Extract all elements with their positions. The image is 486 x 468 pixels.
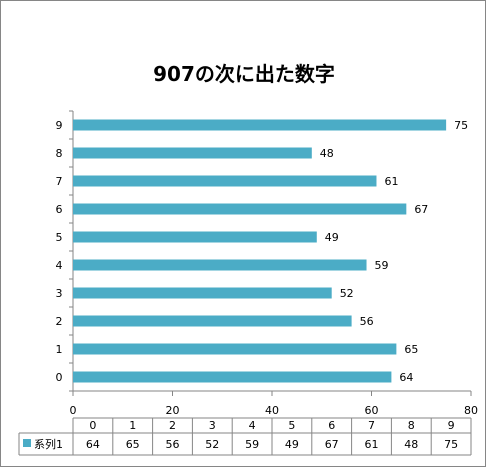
data-label: 59: [375, 259, 389, 272]
table-header-cell: 3: [209, 419, 216, 432]
bar: [73, 119, 447, 131]
y-tick-label: 1: [56, 343, 63, 356]
table-header-cell: 6: [328, 419, 335, 432]
data-label: 61: [384, 175, 398, 188]
x-tick-label: 80: [464, 404, 478, 417]
bar: [73, 203, 407, 215]
table-value-cell: 52: [205, 438, 219, 451]
chart-title: 907の次に出た数字: [153, 62, 335, 86]
table-header-cell: 0: [89, 419, 96, 432]
table-value-cell: 65: [126, 438, 140, 451]
data-label: 67: [414, 203, 428, 216]
y-tick-label: 9: [56, 119, 63, 132]
y-tick-label: 4: [56, 259, 63, 272]
bar: [73, 371, 392, 383]
x-tick-label: 20: [166, 404, 180, 417]
table-value-cell: 75: [444, 438, 458, 451]
chart-bars: 64 65 56 52 59 49 67 61 48 75: [73, 119, 468, 384]
table-value-cell: 67: [325, 438, 339, 451]
table-header-cell: 1: [129, 419, 136, 432]
bar: [73, 315, 352, 327]
bar: [73, 259, 367, 271]
x-tick-label: 40: [265, 404, 279, 417]
table-header-cell: 7: [368, 419, 375, 432]
table-header-cell: 5: [288, 419, 295, 432]
data-label: 48: [320, 147, 334, 160]
data-label: 75: [454, 119, 468, 132]
data-label: 52: [340, 287, 354, 300]
data-table: 0 64 1 65 2 56 3 52 4 59 5 49 6 67 7 61 8 48 9 75 系列1: [18, 417, 472, 456]
table-value-cell: 59: [245, 438, 259, 451]
data-label: 49: [325, 231, 339, 244]
bar: [73, 231, 317, 243]
table-value-cell: 61: [365, 438, 379, 451]
data-label: 64: [399, 371, 413, 384]
y-tick-label: 0: [56, 371, 63, 384]
legend-key: [23, 439, 31, 447]
series-name: 系列1: [34, 437, 63, 451]
y-tick-label: 7: [56, 175, 63, 188]
y-tick-label: 6: [56, 203, 63, 216]
x-tick-label: 60: [365, 404, 379, 417]
table-value-cell: 64: [86, 438, 100, 451]
table-value-cell: 56: [166, 438, 180, 451]
table-header-cell: 8: [408, 419, 415, 432]
bar: [73, 343, 397, 355]
table-header-cell: 9: [448, 419, 455, 432]
y-tick-label: 2: [56, 315, 63, 328]
x-tick-label: 0: [70, 404, 77, 417]
bar: [73, 175, 377, 187]
y-tick-label: 5: [56, 231, 63, 244]
data-label: 56: [360, 315, 374, 328]
table-header-cell: 4: [249, 419, 256, 432]
bar: [73, 287, 332, 299]
y-tick-label: 8: [56, 147, 63, 160]
y-tick-label: 3: [56, 287, 63, 300]
table-header-cell: 2: [169, 419, 176, 432]
table-value-cell: 48: [404, 438, 418, 451]
table-value-cell: 49: [285, 438, 299, 451]
bar: [73, 147, 312, 159]
data-label: 65: [404, 343, 418, 356]
